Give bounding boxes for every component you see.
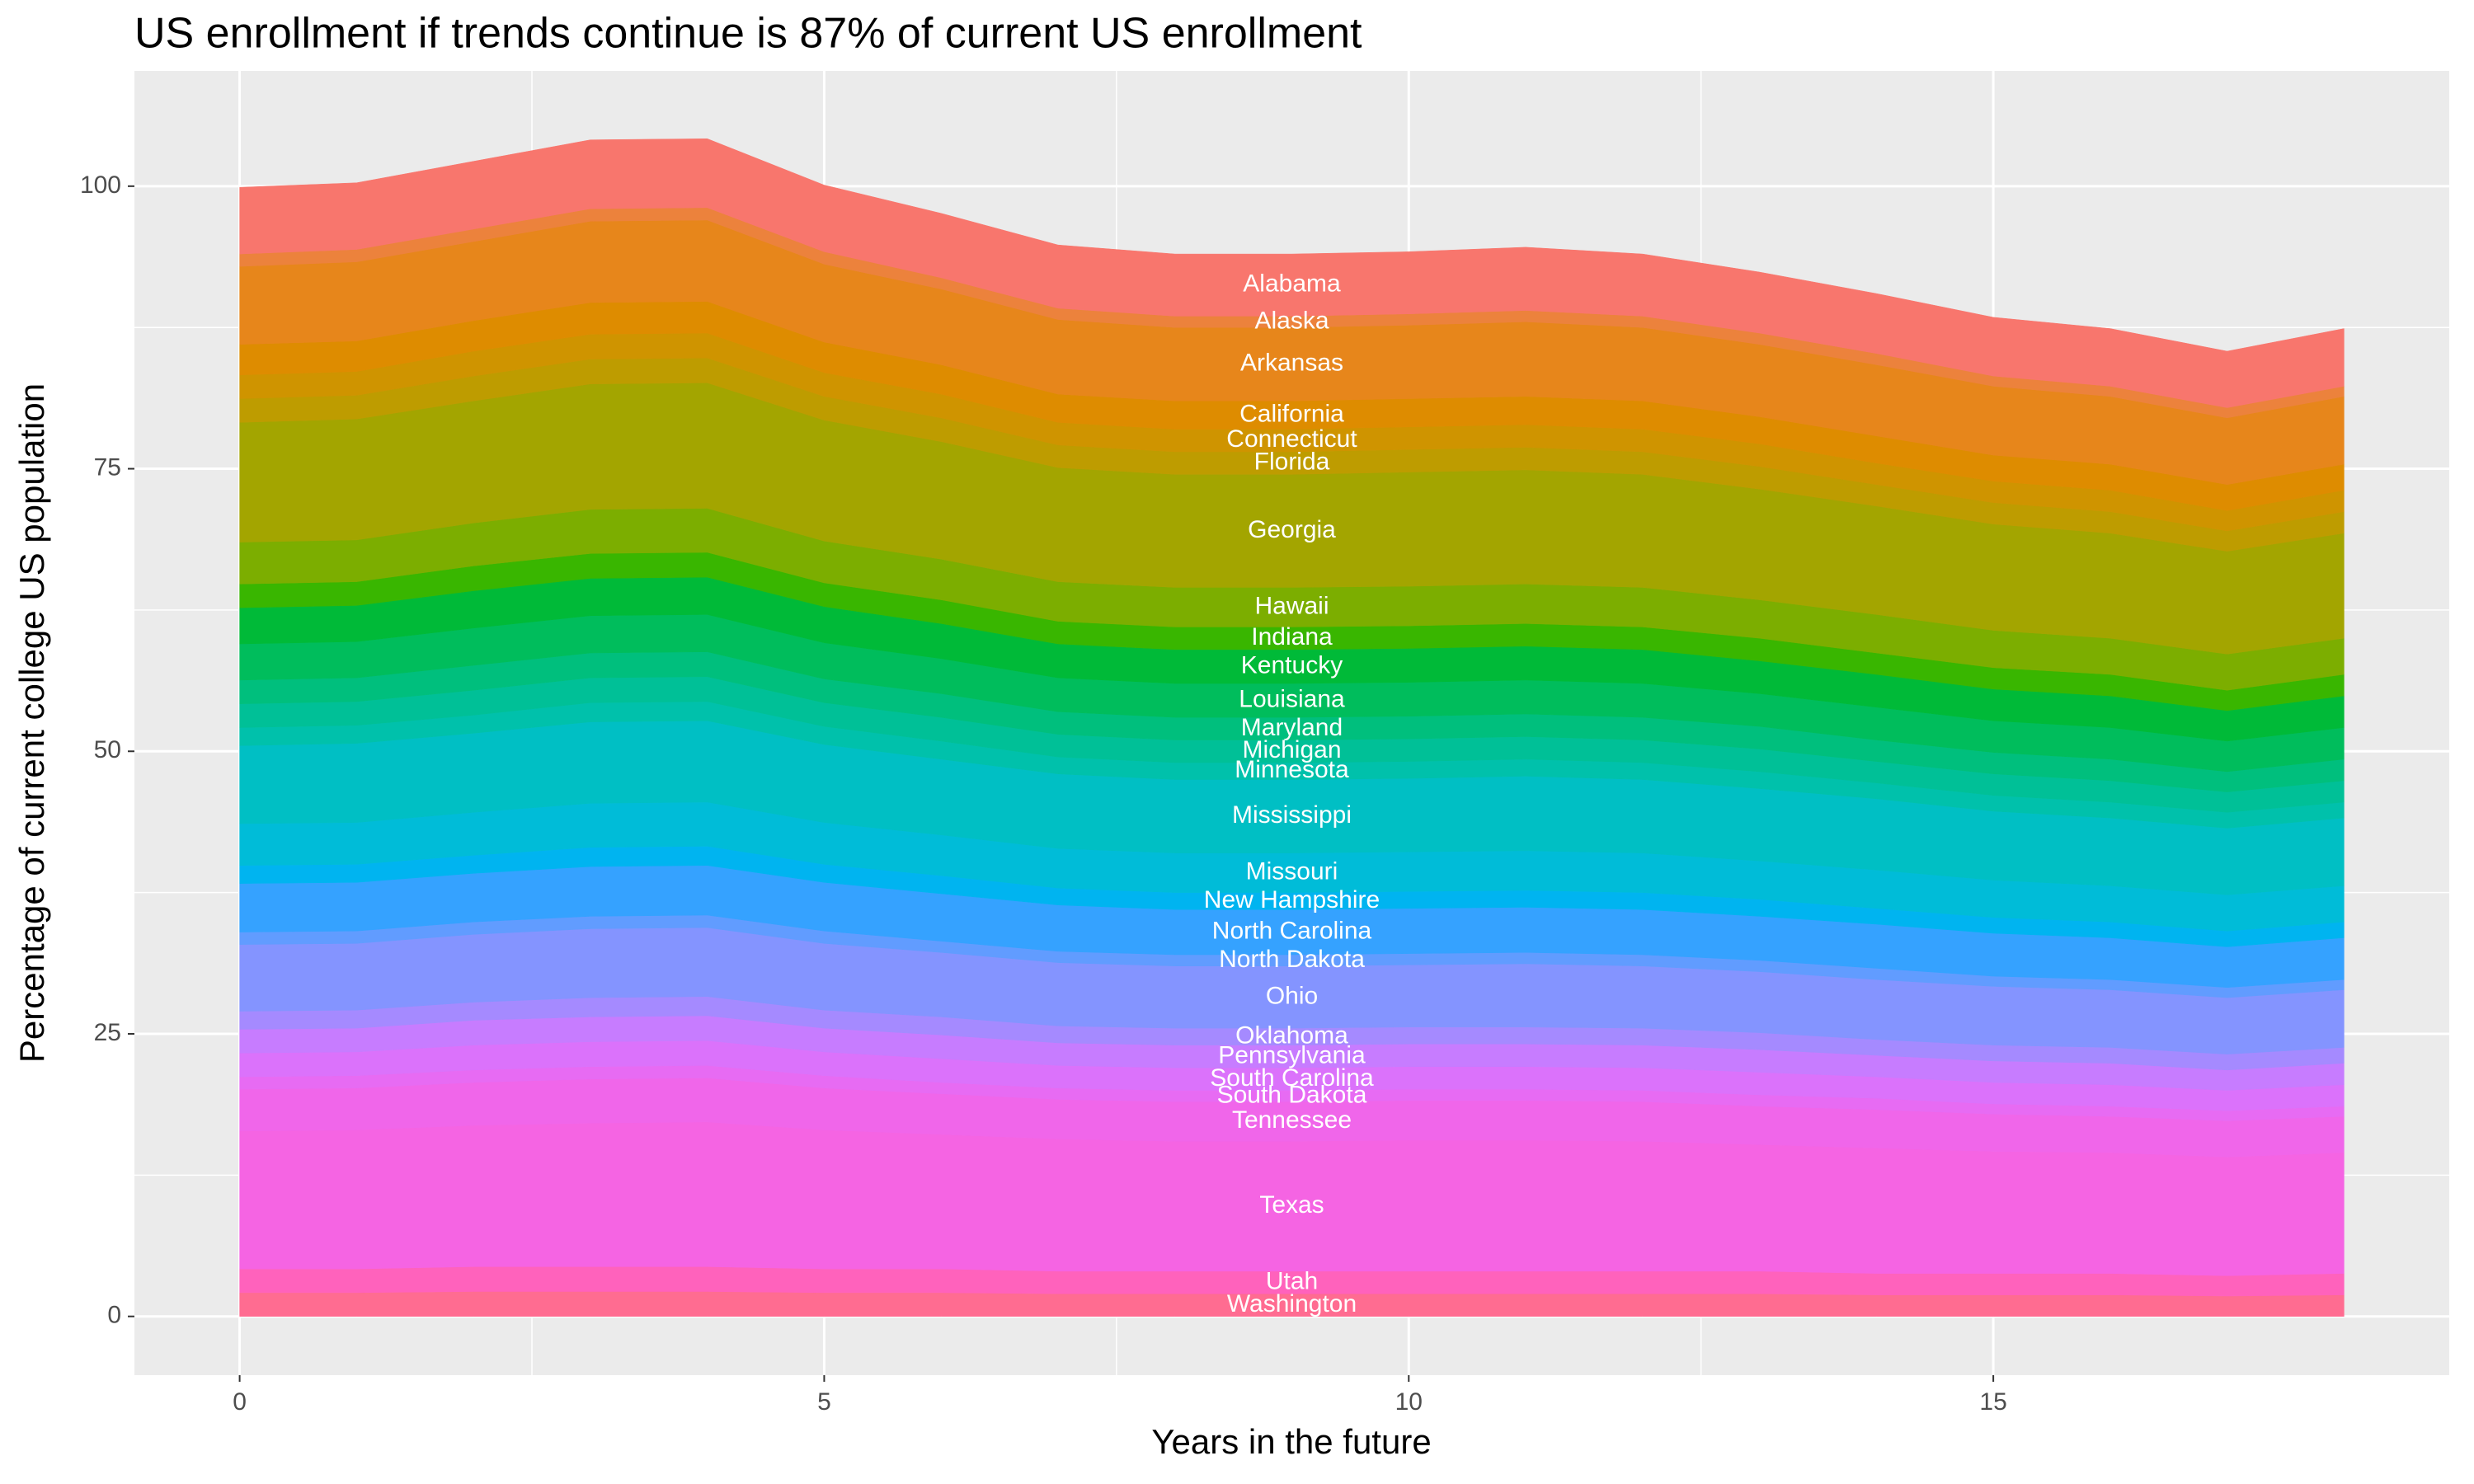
series-label: South Carolina — [1210, 1064, 1374, 1092]
x-axis-title: Years in the future — [1151, 1422, 1431, 1461]
series-label: Washington — [1227, 1290, 1357, 1317]
series-label: Arkansas — [1240, 350, 1343, 377]
series-label: Louisiana — [1239, 686, 1345, 713]
series-label: South Dakota — [1217, 1081, 1367, 1108]
series-label: North Dakota — [1219, 946, 1365, 973]
y-tick-label: 50 — [94, 736, 121, 763]
x-tick-label: 0 — [233, 1388, 247, 1416]
series-label: Ohio — [1266, 982, 1318, 1009]
y-tick-label: 25 — [94, 1019, 121, 1046]
series-label: Minnesota — [1235, 756, 1349, 783]
x-tick-label: 15 — [1979, 1388, 2006, 1416]
x-tick-label: 10 — [1395, 1388, 1423, 1416]
series-label: Utah — [1266, 1268, 1318, 1295]
series-label: New Hampshire — [1204, 886, 1380, 913]
series-label: Florida — [1254, 448, 1330, 476]
series-label: Tennessee — [1232, 1106, 1352, 1134]
series-label: Connecticut — [1226, 425, 1357, 453]
series-label: Hawaii — [1254, 592, 1329, 619]
series-label: Michigan — [1242, 736, 1341, 763]
area-layer — [239, 139, 2345, 408]
x-tick-label: 5 — [817, 1388, 831, 1416]
series-label: Pennsylvania — [1218, 1041, 1366, 1068]
series-label: Mississippi — [1232, 801, 1352, 829]
chart-title: US enrollment if trends continue is 87% … — [134, 10, 1362, 58]
series-label: California — [1239, 400, 1344, 427]
series-label: Maryland — [1241, 714, 1343, 741]
series-label: Alaska — [1254, 307, 1329, 334]
series-label: Missouri — [1246, 858, 1338, 885]
series-label: Georgia — [1248, 516, 1336, 543]
series-label: Oklahoma — [1235, 1021, 1348, 1049]
y-tick-label: 100 — [80, 171, 121, 199]
series-label: Kentucky — [1241, 651, 1343, 679]
y-tick-label: 75 — [94, 453, 121, 481]
y-tick-label: 0 — [107, 1302, 121, 1329]
series-label: Texas — [1259, 1191, 1324, 1219]
series-label: Indiana — [1251, 623, 1333, 650]
y-axis-title: Percentage of current college US populat… — [12, 383, 51, 1063]
series-label: North Carolina — [1212, 918, 1372, 945]
series-label: Alabama — [1243, 270, 1341, 298]
